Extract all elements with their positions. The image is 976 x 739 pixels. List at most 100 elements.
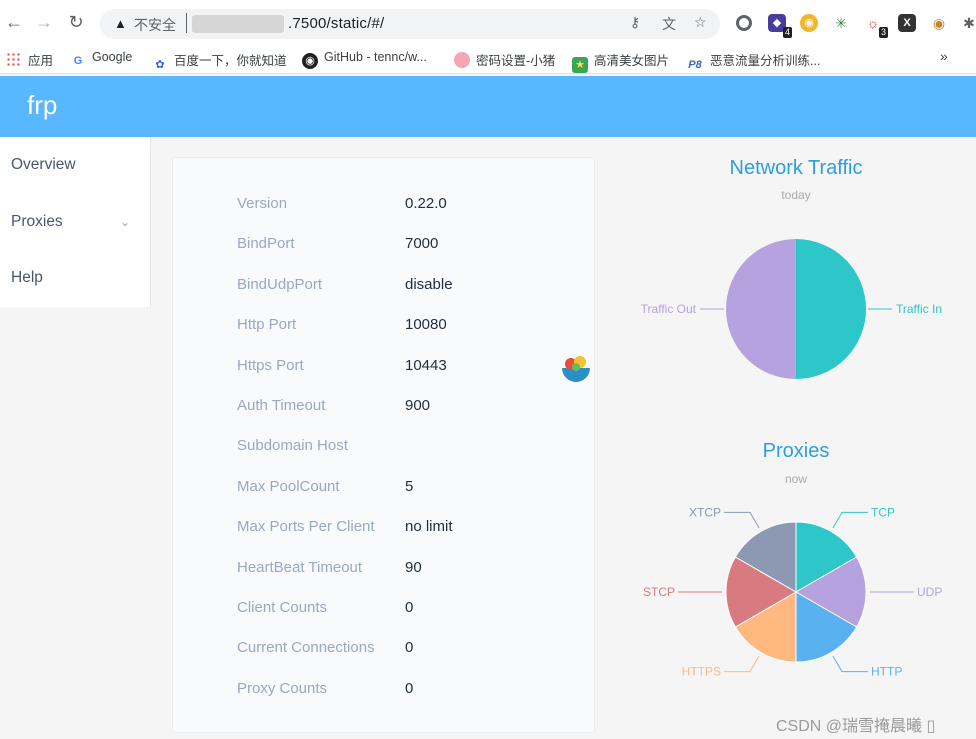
pie-slice-stcp[interactable]	[725, 556, 798, 628]
floating-bowl-icon[interactable]	[560, 352, 592, 384]
bookmark-github[interactable]: ◉ GitHub - tennc/w...	[302, 50, 427, 69]
extension-circle-icon[interactable]	[736, 15, 752, 31]
bookmark-label: GitHub - tennc/w...	[324, 50, 427, 64]
pie-slice-traffic-in[interactable]	[796, 239, 866, 379]
bookmarks-overflow-button[interactable]: »	[940, 48, 948, 64]
extension-badge: 3	[878, 27, 888, 38]
pie-slice-http[interactable]	[795, 591, 858, 663]
pie-slice-traffic-out[interactable]	[726, 239, 796, 379]
extension-ring-icon[interactable]: ☼ 3	[864, 14, 888, 38]
translate-icon[interactable]: 文	[662, 16, 676, 32]
pie-label: Traffic Out	[641, 302, 697, 316]
info-row: Max Ports Per Client no limit	[237, 518, 577, 542]
info-row: Auth Timeout 900	[237, 397, 577, 421]
back-arrow-icon[interactable]: ←	[5, 12, 23, 32]
info-label: Current Connections	[237, 639, 375, 657]
info-label: Subdomain Host	[237, 437, 348, 455]
bookmark-pig[interactable]: 密码设置-小猪	[454, 50, 555, 69]
reload-icon[interactable]: ↻	[68, 12, 84, 32]
extension-cookie-icon[interactable]: ◉	[930, 14, 948, 32]
bookmark-label: 恶意流量分析训练...	[710, 54, 821, 68]
menu-item-overview[interactable]: Overview	[11, 156, 76, 173]
network-traffic-pie: Traffic In Traffic Out	[641, 239, 942, 379]
bookmark-p8[interactable]: P8 恶意流量分析训练...	[686, 50, 820, 73]
pie-slice-tcp[interactable]	[795, 521, 858, 593]
key-icon[interactable]: ⚷	[630, 14, 641, 30]
insecure-label: 不安全	[134, 17, 176, 33]
info-value: 5	[405, 477, 414, 495]
info-value: 90	[405, 558, 422, 576]
google-icon: G	[73, 55, 83, 67]
info-row: Client Counts 0	[237, 599, 577, 623]
pig-icon	[454, 52, 470, 68]
redacted-host	[192, 15, 284, 33]
omnibox-separator	[186, 13, 187, 33]
info-label: Max Ports Per Client	[237, 518, 375, 536]
info-value: 0.22.0	[405, 195, 447, 212]
info-value: no limit	[405, 518, 453, 536]
app-header: frp	[0, 76, 976, 137]
info-row: Proxy Counts 0	[237, 680, 577, 704]
info-label: Auth Timeout	[237, 397, 326, 414]
info-row: BindUdpPort disable	[237, 276, 577, 300]
pie-label: XTCP	[689, 505, 721, 519]
sidebar-menu: Overview Proxies ⌄ Help	[0, 137, 151, 307]
pie-label: Traffic In	[896, 302, 942, 316]
info-value: 0	[405, 679, 414, 697]
chevron-down-icon: ⌄	[119, 215, 130, 229]
menu-item-label: Proxies	[11, 213, 63, 230]
p8-icon: P8	[688, 59, 702, 71]
info-label: Proxy Counts	[237, 679, 328, 697]
bookmark-star-icon[interactable]: ☆	[694, 14, 707, 30]
bookmarks-bar: 应用 G Google ✿ 百度一下，你就知道 ◉ GitHub - tennc/w.…	[0, 44, 976, 74]
info-value: 0	[405, 639, 414, 657]
menu-item-help[interactable]: Help	[11, 269, 43, 286]
extension-puzzle-green-icon[interactable]: ✳	[832, 14, 850, 32]
url-text[interactable]: .7500/static/#/	[288, 15, 385, 32]
bookmark-label: 应用	[28, 54, 54, 68]
extension-cap-icon[interactable]: ◆ 4	[768, 14, 792, 38]
warning-triangle-icon: ▲	[114, 16, 127, 31]
info-value: disable	[405, 275, 453, 293]
address-bar[interactable]: ▲ 不安全 .7500/static/#/ ⚷ 文 ☆	[100, 9, 720, 39]
proxies-pie: TCP UDP HTTP HTTPS STCP XTCP	[643, 505, 942, 679]
extension-x-icon[interactable]: X	[898, 14, 916, 32]
extension-badge: 4	[782, 27, 792, 38]
pie-label: STCP	[643, 585, 675, 599]
baidu-paw-icon: ✿	[155, 59, 165, 71]
bookmark-label: Google	[92, 50, 133, 64]
info-value: 0	[405, 599, 414, 616]
bookmark-google[interactable]: G Google	[70, 50, 133, 69]
forward-arrow-icon[interactable]: →	[35, 12, 53, 32]
info-value: 900	[405, 397, 431, 414]
app-logo[interactable]: frp	[27, 90, 58, 120]
proxies-title: Proxies	[762, 440, 830, 462]
extension-shield-icon[interactable]: ◉	[800, 14, 818, 32]
network-traffic-title: Network Traffic	[729, 157, 863, 179]
pie-slice-udp[interactable]	[794, 556, 867, 628]
info-row: Max PoolCount 5	[237, 478, 577, 502]
server-info-panel: Version 0.22.0 BindPort 7000 BindUdpPort disa…	[172, 157, 595, 733]
extensions-puzzle-icon[interactable]: ✱	[960, 14, 976, 32]
info-row: Http Port 10080	[237, 316, 577, 340]
info-label: Client Counts	[237, 599, 328, 616]
pie-leader-line	[832, 655, 868, 673]
pie-slice-xtcp[interactable]	[734, 521, 797, 593]
pie-slice-https[interactable]	[734, 591, 797, 663]
bookmark-images[interactable]: ★ 高清美女图片	[572, 50, 669, 73]
star-image-icon: ★	[572, 57, 588, 73]
github-icon: ◉	[302, 53, 318, 69]
info-row: HeartBeat Timeout 90	[237, 559, 577, 583]
info-value: 10080	[405, 316, 447, 334]
pie-label: HTTP	[871, 665, 902, 679]
info-label: BindPort	[237, 235, 295, 253]
bookmark-baidu[interactable]: ✿ 百度一下，你就知道	[152, 50, 286, 73]
pie-leader-line	[832, 511, 868, 529]
bookmark-apps[interactable]: 应用	[6, 50, 53, 69]
menu-item-proxies[interactable]: Proxies ⌄	[0, 194, 150, 250]
pie-label: HTTPS	[682, 665, 721, 679]
info-label: Https Port	[237, 356, 304, 374]
info-row: BindPort 7000	[237, 235, 577, 259]
network-traffic-subtitle: today	[781, 188, 811, 202]
browser-toolbar: ← → ↻ ▲ 不安全 .7500/static/#/ ⚷ 文 ☆ ◆ 4 ◉ ✳…	[0, 0, 976, 44]
